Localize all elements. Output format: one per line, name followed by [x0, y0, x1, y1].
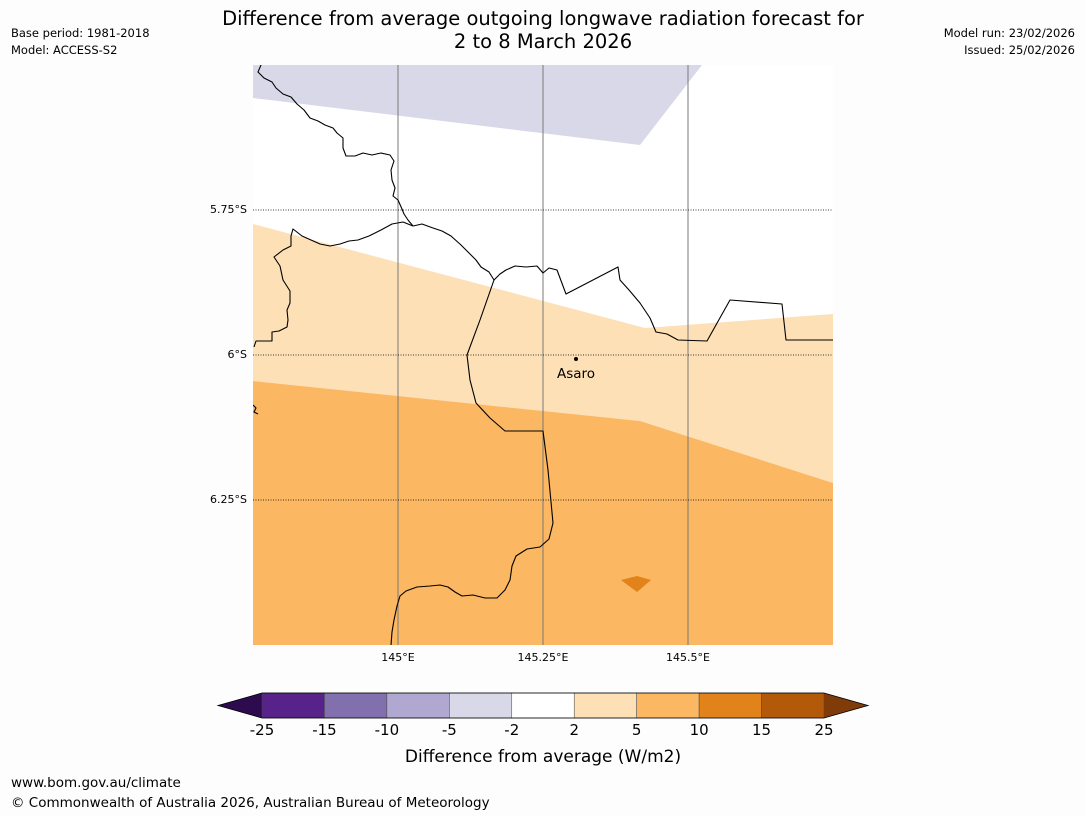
meta-right: Model run: 23/02/2026 Issued: 25/02/2026 — [944, 25, 1075, 59]
footer-website[interactable]: www.bom.gov.au/climate — [11, 775, 181, 791]
colorbar-tick-label: -5 — [442, 721, 457, 739]
colorbar-segment — [511, 692, 575, 719]
boundary-northern — [257, 65, 414, 227]
lon-label-145-5e: 145.5°E — [666, 651, 710, 664]
boundary-central — [412, 223, 833, 342]
boundary-southern — [390, 279, 554, 645]
latitude-labels: 5.75°S 6°S 6.25°S — [210, 203, 247, 506]
longitude-labels: 145°E 145.25°E 145.5°E — [381, 651, 710, 664]
colorbar-segment — [386, 692, 450, 719]
colorbar-tick-label: -10 — [375, 721, 400, 739]
colorbar-outline — [216, 692, 870, 719]
colorbar-tick-label: 15 — [752, 721, 771, 739]
colorbar-tick-label: 25 — [814, 721, 833, 739]
colorbar-tick-label: -25 — [250, 721, 275, 739]
colorbar-tick-label: 2 — [569, 721, 579, 739]
title-line-1: Difference from average outgoing longwav… — [222, 7, 864, 30]
colorbar-segment — [261, 692, 325, 719]
colorbar-under-arrow — [218, 693, 262, 718]
boundary-western — [253, 221, 414, 348]
meta-left: Base period: 1981-2018 Model: ACCESS-S2 — [11, 25, 150, 59]
title-line-2: 2 to 8 March 2026 — [453, 30, 633, 53]
colorbar-tick-label: -2 — [504, 721, 519, 739]
chart-title: Difference from average outgoing longwav… — [193, 7, 893, 53]
parallel-lines — [253, 209, 833, 501]
asaro-marker — [574, 357, 578, 361]
colorbar-tick-label: -15 — [312, 721, 337, 739]
colorbar-segment — [636, 692, 700, 719]
asaro-label: Asaro — [557, 366, 595, 382]
lat-label-6-25s: 6.25°S — [210, 493, 247, 506]
colorbar-segment — [324, 692, 388, 719]
colorbar-segment — [761, 692, 825, 719]
province-boundaries — [253, 65, 833, 645]
boundary-west-edge — [253, 404, 259, 415]
colorbar-segment — [698, 692, 762, 719]
footer-copyright: © Commonwealth of Australia 2026, Austra… — [11, 795, 490, 811]
lat-label-5-75s: 5.75°S — [210, 203, 247, 216]
colorbar-tick-label: 10 — [690, 721, 709, 739]
map-panel: Asaro — [253, 65, 833, 645]
lat-label-6s: 6°S — [228, 348, 247, 361]
colorbar-over-arrow — [824, 693, 868, 718]
issued-date: Issued: 25/02/2026 — [964, 43, 1075, 57]
lon-label-145e: 145°E — [381, 651, 414, 664]
colorbar-segment — [573, 692, 637, 719]
lon-label-145-25e: 145.25°E — [518, 651, 569, 664]
colorbar-segment — [449, 692, 513, 719]
colorbar-segments — [261, 692, 825, 719]
anomaly-region-neg5-neg2 — [253, 65, 702, 145]
anomaly-region-10-15 — [621, 576, 651, 592]
colorbar-tick-labels: -25 -15 -10 -5 -2 2 5 10 15 25 — [250, 721, 834, 739]
model-run: Model run: 23/02/2026 — [943, 26, 1075, 40]
colorbar: -25 -15 -10 -5 -2 2 5 10 15 25 Difference from av… — [216, 692, 870, 767]
colorbar-label: Difference from average (W/m2) — [405, 747, 681, 767]
model-name: Model: ACCESS-S2 — [11, 43, 118, 57]
base-period: Base period: 1981-2018 — [11, 26, 150, 40]
colorbar-tick-label: 5 — [632, 721, 642, 739]
